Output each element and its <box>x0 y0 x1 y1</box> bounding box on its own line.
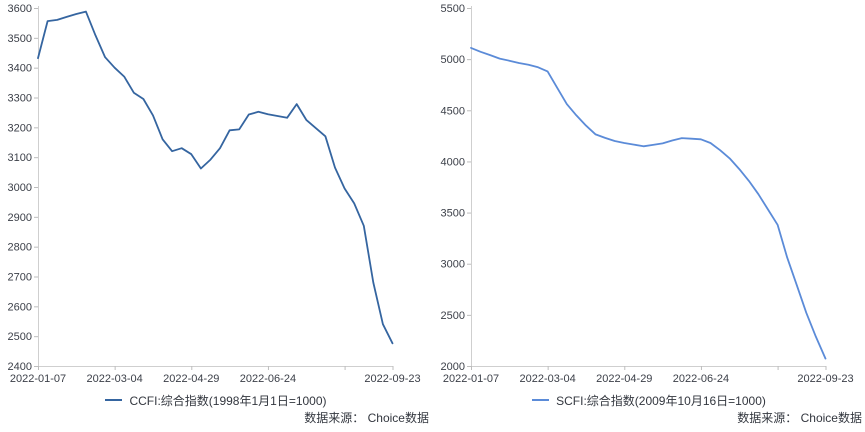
y-tick-label: 3100 <box>8 152 32 164</box>
scfi-line-chart: 5500 5000 4500 4000 3500 3000 2500 20002022-01-… <box>441 3 854 385</box>
series-line <box>470 47 827 360</box>
x-tick-label: 2022-04-29 <box>163 373 219 385</box>
y-tick-label: 4500 <box>441 105 465 117</box>
x-tick-label: 2022-01-07 <box>10 373 66 385</box>
y-tick-label: 2600 <box>8 301 32 313</box>
y-tick-label: 2700 <box>8 272 32 284</box>
x-tick-label: 2022-03-04 <box>520 373 576 385</box>
source-note: 数据来源： Choice数据 <box>304 411 429 425</box>
x-tick-label: 2022-06-24 <box>673 373 729 385</box>
y-tick-label: 3400 <box>8 63 32 75</box>
y-tick-label: 2500 <box>441 310 465 322</box>
y-tick-label: 2400 <box>8 361 32 373</box>
scfi-legend: SCFI:综合指数(2009年10月16日=1000) <box>433 392 865 408</box>
y-tick-label: 2900 <box>8 212 32 224</box>
x-tick-label: 2022-01-07 <box>443 373 499 385</box>
x-tick-label: 2022-09-23 <box>797 373 853 385</box>
y-tick-label: 5000 <box>441 54 465 66</box>
series-line <box>37 10 394 345</box>
ccfi-chart-panel: 3600 3500 3400 3300 3200 3100 3000 2900 2800 2700… <box>0 0 432 432</box>
y-tick-label: 2800 <box>8 242 32 254</box>
y-tick-label: 3500 <box>8 33 32 45</box>
y-tick-label: 2000 <box>441 361 465 373</box>
y-tick-label: 3500 <box>441 208 465 220</box>
y-tick-label: 3600 <box>8 3 32 15</box>
x-tick-label: 2022-09-23 <box>364 373 420 385</box>
x-tick-label: 2022-04-29 <box>596 373 652 385</box>
legend-label: CCFI:综合指数(1998年1月1日=1000) <box>129 393 327 408</box>
ccfi-legend: CCFI:综合指数(1998年1月1日=1000) <box>0 392 432 408</box>
x-tick-label: 2022-06-24 <box>240 373 296 385</box>
y-tick-label: 3000 <box>8 182 32 194</box>
legend-label: SCFI:综合指数(2009年10月16日=1000) <box>556 393 766 408</box>
y-tick-label: 2500 <box>8 331 32 343</box>
x-tick-label: 2022-03-04 <box>87 373 143 385</box>
scfi-chart-panel: 5500 5000 4500 4000 3500 3000 2500 2000 2022-01-… <box>433 0 865 432</box>
legend-line-marker <box>532 399 550 401</box>
y-tick-label: 3000 <box>441 259 465 271</box>
legend-line-marker <box>105 399 123 401</box>
y-tick-label: 3300 <box>8 93 32 105</box>
y-tick-label: 3200 <box>8 122 32 134</box>
source-note: 数据来源： Choice数据 <box>737 411 862 425</box>
ccfi-line-chart: 3600 3500 3400 3300 3200 3100 3000 2900 2800 2700… <box>8 3 421 385</box>
y-tick-label: 4000 <box>441 156 465 168</box>
y-tick-label: 5500 <box>441 3 465 15</box>
